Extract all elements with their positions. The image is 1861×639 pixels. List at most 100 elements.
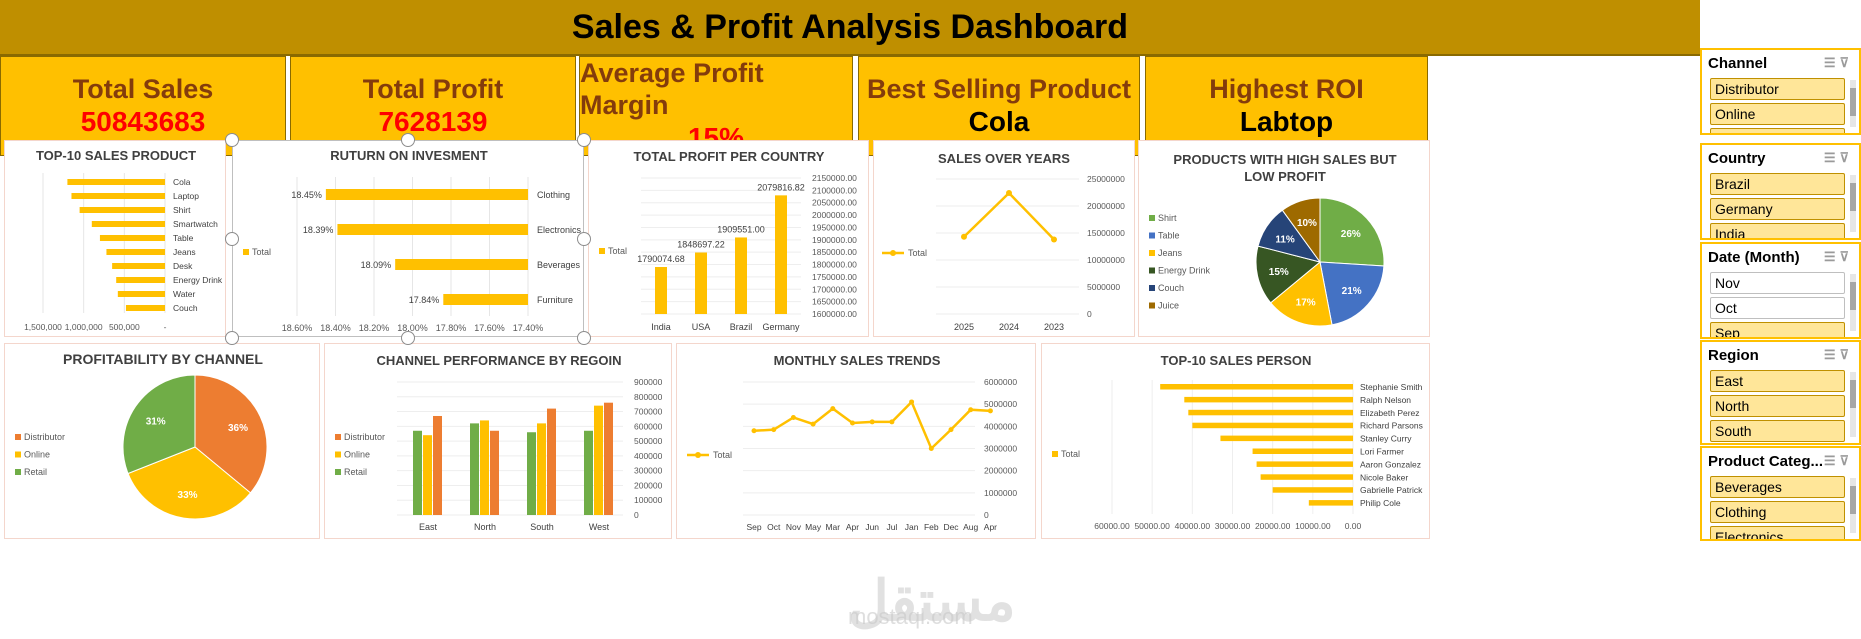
category-label: USA <box>692 322 711 332</box>
slicer-item[interactable]: Brazil <box>1710 173 1845 195</box>
slicer-item[interactable]: Electronics <box>1710 526 1845 539</box>
watermark-text: mostaql.com <box>848 604 973 629</box>
resize-handle[interactable] <box>577 133 591 147</box>
pie-slice <box>1269 261 1333 327</box>
category-label: 2023 <box>1044 322 1064 332</box>
tick-label: 2000000 <box>984 466 1017 476</box>
bar <box>433 415 442 515</box>
data-point <box>968 407 974 413</box>
tick-label: 1750000.00 <box>812 272 857 282</box>
scrollbar[interactable] <box>1850 478 1856 533</box>
legend-marker <box>15 469 21 475</box>
category-label: Nov <box>786 522 802 532</box>
tick-label: 1600000.00 <box>812 309 857 319</box>
resize-handle[interactable] <box>225 232 239 246</box>
slicer-item[interactable]: Beverages <box>1710 476 1845 498</box>
tick-label: 0 <box>634 510 639 520</box>
kpi-value: 50843683 <box>80 106 206 137</box>
slicer-item[interactable]: Nov <box>1710 272 1845 294</box>
data-point <box>810 421 816 427</box>
resize-handle[interactable] <box>225 331 239 345</box>
tick-label: 2050000.00 <box>812 198 857 208</box>
slicer-product-categ[interactable]: Product Categ... ☰⊽ Beverages Clothing Elect… <box>1700 446 1861 541</box>
data-point <box>1006 190 1012 197</box>
slicer-item[interactable]: India <box>1710 223 1845 238</box>
multi-select-icon[interactable]: ☰⊽ <box>1823 453 1853 468</box>
slicer-item[interactable]: Distributor <box>1710 78 1845 100</box>
tick-label: 900000 <box>634 377 663 387</box>
bar <box>470 423 479 515</box>
resize-handle[interactable] <box>401 331 415 345</box>
slicer-item[interactable]: North <box>1710 395 1845 417</box>
bar <box>547 408 556 515</box>
resize-handle[interactable] <box>577 232 591 246</box>
resize-handle[interactable] <box>401 133 415 147</box>
data-label: 1848697.22 <box>677 240 725 250</box>
chart-monthly-sales-trends[interactable]: MONTHLY SALES TRENDS Total 6000000 5000000 4… <box>676 343 1036 539</box>
scrollbar[interactable] <box>1850 80 1856 127</box>
scrollbar[interactable] <box>1850 274 1856 331</box>
tick-label: 60000.00 <box>1094 521 1130 531</box>
slicer-item[interactable]: South <box>1710 420 1845 442</box>
chart-channel-by-region[interactable]: CHANNEL PERFORMANCE BY REGOIN Distributor… <box>324 343 672 539</box>
legend-marker <box>695 452 701 458</box>
slicer-date-month[interactable]: Date (Month) ☰⊽ Nov Oct Sep <box>1700 242 1861 339</box>
legend-marker <box>335 469 341 475</box>
slicer-header: Country ☰⊽ <box>1702 145 1859 171</box>
multi-select-icon[interactable]: ☰⊽ <box>1823 249 1853 264</box>
chart-top10-sales-product[interactable]: TOP-10 SALES PRODUCT Cola Laptop Shirt Smart… <box>4 140 226 337</box>
scrollbar[interactable] <box>1850 372 1856 437</box>
slicer-item[interactable]: Sep <box>1710 322 1845 337</box>
bar <box>337 224 528 235</box>
legend-label: Distributor <box>24 432 65 442</box>
chart-sales-over-years[interactable]: SALES OVER YEARS Total 25000000 20000000 150… <box>873 140 1135 337</box>
slicer-country[interactable]: Country☰⊽BrazilGermanyIndiaUSA <box>1700 143 1861 240</box>
tick-label: 200000 <box>634 480 663 490</box>
slicer-item[interactable]: Clothing <box>1710 501 1845 523</box>
category-label: Jeans <box>173 247 196 257</box>
tick-label: 800000 <box>634 392 663 402</box>
legend-marker <box>1052 451 1058 457</box>
slicer-item[interactable]: Oct <box>1710 297 1845 319</box>
slicer-header: Channel ☰⊽ <box>1702 50 1859 76</box>
slicer-item[interactable]: East <box>1710 370 1845 392</box>
kpi-card: Highest ROI Labtop <box>1145 56 1428 156</box>
bar <box>71 193 165 199</box>
kpi-value: Labtop <box>1239 106 1334 137</box>
category-label: India <box>651 322 671 332</box>
slicer-item[interactable]: Online <box>1710 103 1845 125</box>
multi-select-icon[interactable]: ☰⊽ <box>1823 347 1853 362</box>
legend-label: Total <box>908 248 927 258</box>
chart-roi[interactable]: RUTURN ON INVESMENT Total 18.60% 18.40% 18.2… <box>232 140 584 337</box>
bar <box>99 235 165 241</box>
chart-high-sales-low-profit[interactable]: PRODUCTS WITH HIGH SALES BUT LOW PROFIT Sh… <box>1138 140 1430 337</box>
bar <box>480 420 489 515</box>
legend-marker <box>599 248 605 254</box>
chart-top10-sales-person[interactable]: TOP-10 SALES PERSON Total 60000.00 50000.00… <box>1041 343 1430 539</box>
data-label: 2079816.82 <box>757 182 805 192</box>
resize-handle[interactable] <box>577 331 591 345</box>
data-label: 36% <box>228 423 248 434</box>
data-label: 33% <box>178 490 198 501</box>
bar <box>67 179 165 185</box>
slicer-channel[interactable]: Channel ☰⊽ Distributor Online Retail <box>1700 48 1861 135</box>
scrollbar[interactable] <box>1850 175 1856 232</box>
slicer-item[interactable]: Retail <box>1710 128 1845 133</box>
bar <box>79 207 165 213</box>
multi-select-icon[interactable]: ☰⊽ <box>1823 55 1853 70</box>
tick-label: 1000000 <box>984 488 1017 498</box>
resize-handle[interactable] <box>225 133 239 147</box>
bar <box>604 402 613 515</box>
chart-profitability-by-channel[interactable]: PROFITABILITY BY CHANNEL Distributor Onlin… <box>4 343 320 539</box>
bar <box>695 252 707 314</box>
kpi-card: Total Profit 7628139 <box>290 56 576 156</box>
data-label: 11% <box>1275 234 1295 245</box>
chart-profit-per-country[interactable]: TOTAL PROFIT PER COUNTRY Total 2150000.00 2… <box>588 140 869 337</box>
category-label: Nicole Baker <box>1360 472 1408 482</box>
tick-label: 18.00% <box>397 323 428 333</box>
multi-select-icon[interactable]: ☰⊽ <box>1823 150 1853 165</box>
slicer-item[interactable]: Germany <box>1710 198 1845 220</box>
data-label: 17.84% <box>409 295 440 305</box>
legend-label: Total <box>252 247 271 257</box>
